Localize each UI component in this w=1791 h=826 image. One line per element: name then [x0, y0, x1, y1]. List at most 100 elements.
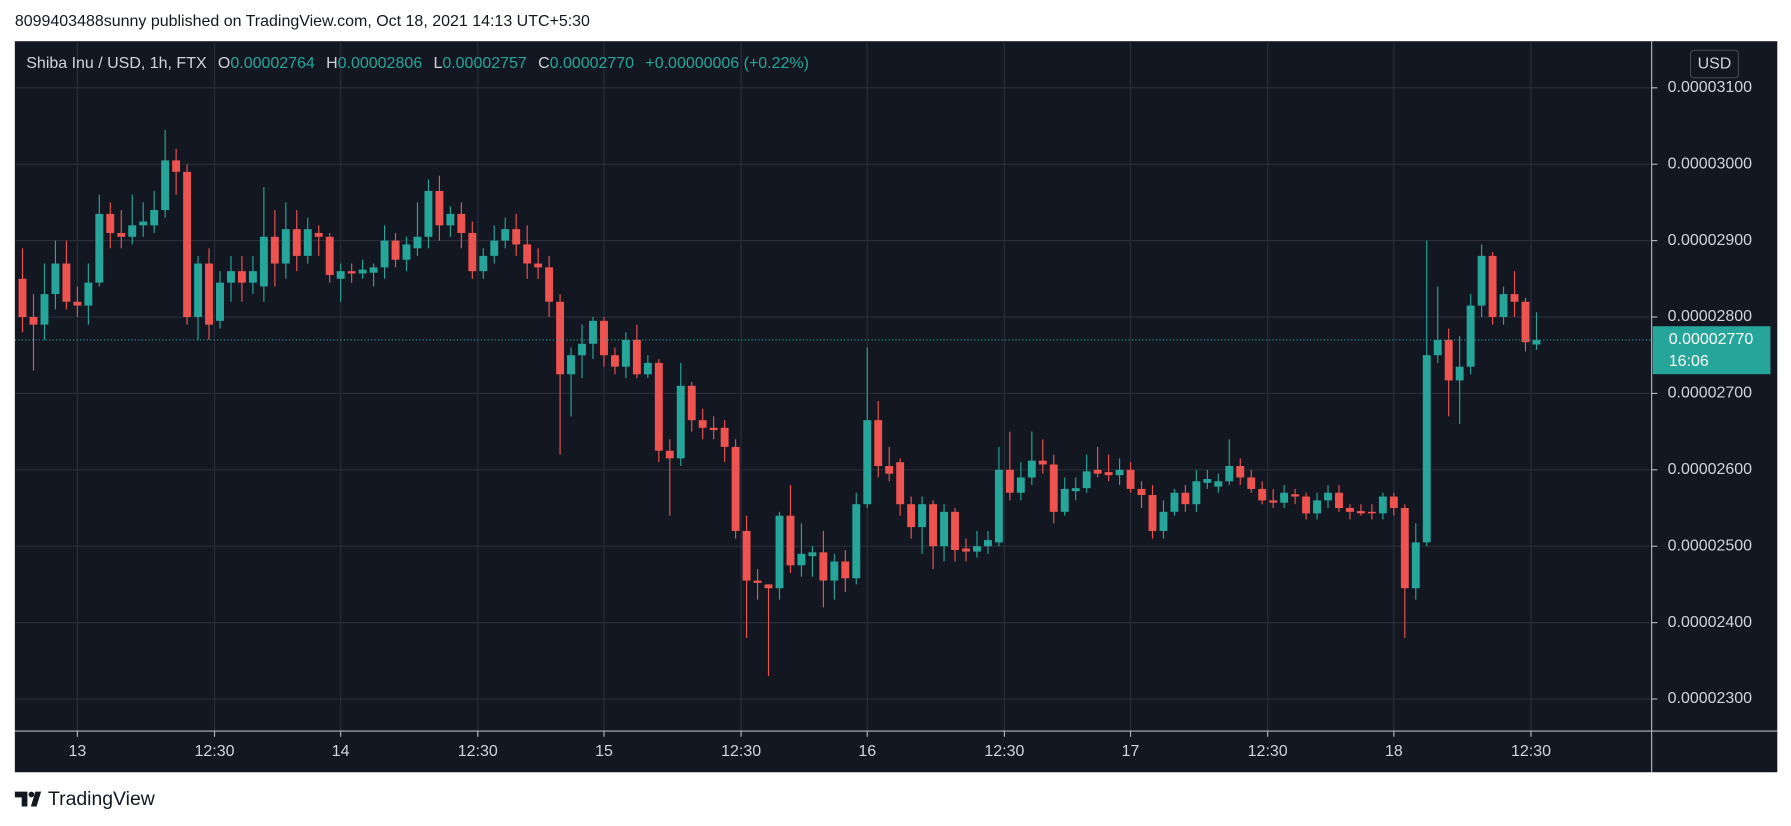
- x-tick-label: 14: [332, 743, 350, 760]
- candle-body: [578, 343, 586, 356]
- candle-body: [1071, 488, 1080, 492]
- candle-body: [84, 282, 93, 306]
- candle-body: [391, 240, 400, 260]
- candle-body: [106, 213, 115, 233]
- candle-body: [424, 190, 433, 237]
- low-label: L: [433, 55, 442, 72]
- candle-body: [1521, 301, 1530, 343]
- candle-body: [545, 267, 554, 302]
- candle-body: [676, 385, 685, 459]
- candle-body: [589, 320, 597, 344]
- logo-dot: [28, 791, 35, 798]
- candle-body: [896, 462, 905, 505]
- candle-body: [621, 339, 630, 367]
- candle-body: [1477, 255, 1486, 306]
- candle-body: [1291, 494, 1300, 497]
- candle-body: [292, 229, 301, 256]
- candle-body: [1346, 508, 1354, 512]
- candle-body: [237, 271, 246, 283]
- candle-body: [172, 160, 181, 172]
- candle-body: [874, 420, 883, 466]
- candle-body: [1247, 477, 1256, 489]
- x-tick-label: 13: [68, 743, 86, 760]
- x-tick-label: 17: [1122, 743, 1140, 760]
- candle-body: [128, 225, 137, 237]
- x-tick-label: 12:30: [1248, 743, 1288, 760]
- candle-body: [1115, 469, 1124, 476]
- candle-body: [1466, 305, 1475, 367]
- candle-body: [413, 236, 422, 249]
- candle-body: [1433, 339, 1442, 356]
- candle-body: [1280, 492, 1289, 503]
- candle-body: [1532, 339, 1541, 345]
- candle-body: [764, 584, 773, 589]
- candle-body: [1324, 492, 1332, 501]
- candle-body: [259, 236, 268, 287]
- price-tag-price: 0.00002770: [1669, 331, 1754, 348]
- candle-body: [1049, 464, 1058, 512]
- candle-body: [665, 450, 674, 459]
- candle-body: [863, 420, 872, 505]
- y-tick-label: 0.00002500: [1668, 537, 1753, 554]
- close-value: 0.00002770: [550, 55, 635, 72]
- candle-body: [1016, 477, 1025, 493]
- candle-body: [797, 553, 806, 566]
- candle-body: [918, 504, 927, 528]
- candle-body: [457, 213, 466, 233]
- candle-body: [325, 236, 334, 275]
- ohlc-legend: Shiba Inu / USD, 1h, FTX O0.00002764 H0.…: [26, 55, 809, 72]
- footer-logo[interactable]: TradingView: [14, 788, 156, 810]
- candle-body: [885, 465, 894, 474]
- logo-icon: [14, 791, 42, 807]
- candle-body: [1510, 294, 1519, 302]
- candle-body: [281, 229, 290, 264]
- candle-body: [501, 229, 510, 241]
- candle-body: [479, 255, 488, 272]
- candle-body: [40, 294, 49, 325]
- candle-body: [139, 221, 148, 226]
- currency-box[interactable]: [1689, 49, 1740, 79]
- y-tick-label: 0.00002700: [1668, 385, 1753, 402]
- candle-body: [1203, 478, 1212, 483]
- candle-body: [227, 271, 235, 283]
- x-tick-label: 12:30: [195, 743, 235, 760]
- candle-body: [468, 232, 477, 272]
- candle-body: [742, 530, 751, 581]
- candle-body: [205, 263, 213, 325]
- candle-body: [1060, 488, 1069, 512]
- x-tick-label: 12:30: [984, 743, 1024, 760]
- candle-body: [1159, 511, 1168, 531]
- y-tick-label: 0.00002900: [1668, 232, 1753, 249]
- candle-body: [216, 282, 224, 321]
- candle-body: [1378, 496, 1387, 514]
- price-tag: 0.00002770 16:06: [1652, 326, 1771, 375]
- x-tick-label: 18: [1385, 743, 1403, 760]
- candle-body: [117, 232, 126, 237]
- candle-body: [1389, 496, 1398, 509]
- low-value: 0.00002757: [442, 55, 527, 72]
- candle-body: [600, 320, 608, 356]
- candle-body: [940, 511, 949, 547]
- candle-body: [1335, 492, 1343, 509]
- y-tick-label: 0.00003000: [1668, 155, 1753, 172]
- symbol: Shiba Inu / USD, 1h, FTX: [26, 55, 207, 72]
- candle-body: [841, 561, 850, 579]
- y-tick-label: 0.00002400: [1668, 614, 1753, 631]
- candle-body: [1225, 465, 1234, 482]
- candle-body: [819, 552, 828, 581]
- candle-body: [435, 190, 444, 226]
- candle-body: [1400, 508, 1409, 589]
- candle-body: [567, 355, 576, 375]
- candle-body: [62, 263, 71, 302]
- candle-body: [556, 301, 565, 375]
- candle-body: [183, 171, 192, 318]
- candle-body: [248, 271, 257, 283]
- candle-body: [1214, 481, 1223, 487]
- close-label: C: [538, 55, 550, 72]
- candle-body: [632, 339, 641, 375]
- candle-body: [369, 267, 378, 273]
- candle-body: [654, 362, 663, 451]
- change: +0.00000006 (+0.22%): [645, 55, 809, 72]
- candle-body: [775, 515, 784, 589]
